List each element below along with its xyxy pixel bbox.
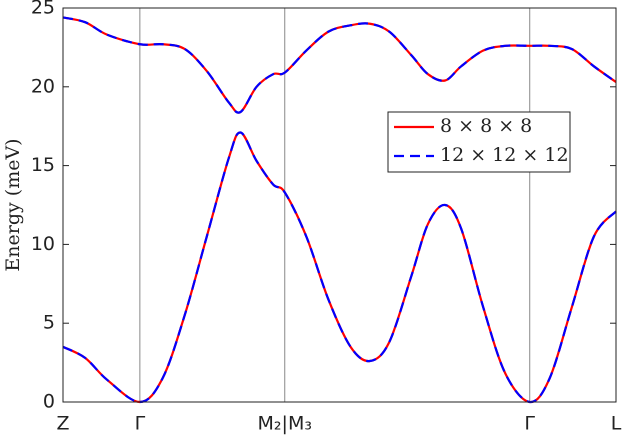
x-tick-label: M₂|M₃ [258, 413, 312, 435]
legend-box [387, 111, 571, 173]
y-tick-label: 0 [43, 391, 55, 413]
y-tick-label: 15 [31, 154, 55, 176]
y-tick-label: 10 [31, 233, 55, 255]
legend-label: 8 × 8 × 8 [440, 115, 532, 137]
band-line [62, 16, 617, 114]
band-line [62, 131, 617, 404]
y-tick-label: 5 [43, 312, 55, 334]
x-tick-label: Γ [524, 413, 535, 435]
x-tick-label: Γ [135, 413, 146, 435]
x-tick-label: L [611, 413, 622, 435]
band-line [62, 131, 617, 404]
legend-label: 12 × 12 × 12 [440, 144, 569, 166]
band-line [62, 16, 617, 114]
plot-frame [62, 7, 617, 403]
y-tick-label: 20 [31, 75, 55, 97]
y-axis-label: Energy (meV) [2, 138, 24, 271]
x-tick-label: Z [56, 413, 69, 435]
y-tick-label: 25 [31, 0, 55, 19]
